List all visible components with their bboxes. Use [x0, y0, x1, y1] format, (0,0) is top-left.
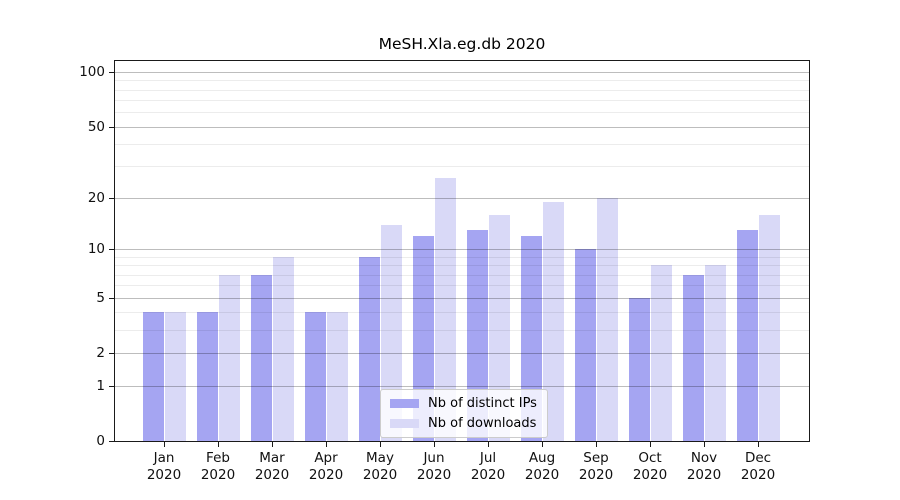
- y-tick-mark-20: [109, 197, 114, 199]
- gridline-major-10: [115, 249, 809, 251]
- y-tick-mark-10: [109, 249, 114, 251]
- x-tick-label-may: May 2020: [362, 450, 398, 483]
- x-tick-label-feb: Feb 2020: [200, 450, 236, 483]
- gridline-minor-9: [115, 256, 809, 258]
- x-tick-label-aug: Aug 2020: [524, 450, 560, 483]
- legend-swatch-distinct-ips: [390, 399, 419, 408]
- gridline-major-20: [115, 197, 809, 199]
- legend-swatch-downloads: [390, 419, 419, 428]
- gridline-minor-40: [115, 144, 809, 146]
- gridline-major-50: [115, 126, 809, 128]
- bar-downloads-mar: [272, 256, 294, 441]
- legend-row-downloads: Nb of downloads: [390, 416, 537, 431]
- bar-downloads-feb: [218, 274, 240, 441]
- bar-downloads-apr: [326, 312, 348, 441]
- bar-downloads-sep: [596, 197, 618, 441]
- bar-distinct-ips-feb: [196, 312, 218, 441]
- x-tick-mark-jan: [164, 442, 165, 447]
- y-tick-mark-50: [109, 126, 114, 128]
- x-tick-mark-aug: [542, 442, 543, 447]
- x-tick-label-sep: Sep 2020: [578, 450, 614, 483]
- chart-title: MeSH.Xla.eg.db 2020: [378, 35, 546, 53]
- x-tick-mark-dec: [758, 442, 759, 447]
- gridline-minor-90: [115, 80, 809, 82]
- legend-label-downloads: Nb of downloads: [428, 416, 537, 431]
- bar-distinct-ips-nov: [682, 274, 704, 441]
- x-tick-label-jul: Jul 2020: [470, 450, 506, 483]
- x-tick-mark-sep: [596, 442, 597, 447]
- y-tick-mark-0: [109, 441, 114, 442]
- gridline-minor-60: [115, 112, 809, 114]
- x-tick-label-apr: Apr 2020: [308, 450, 344, 483]
- x-tick-label-oct: Oct 2020: [632, 450, 668, 483]
- y-tick-label-2: 2: [96, 345, 105, 362]
- x-tick-mark-may: [380, 442, 381, 447]
- plot-area: [114, 60, 810, 442]
- y-tick-mark-1: [109, 385, 114, 387]
- y-tick-mark-100: [109, 72, 114, 74]
- bar-distinct-ips-mar: [250, 274, 272, 441]
- bar-distinct-ips-may: [358, 256, 380, 441]
- gridline-major-100: [115, 72, 809, 74]
- y-tick-label-1: 1: [96, 377, 105, 394]
- y-tick-label-100: 100: [79, 64, 105, 81]
- y-tick-mark-5: [109, 297, 114, 299]
- legend-row-distinct-ips: Nb of distinct IPs: [390, 396, 537, 411]
- bar-distinct-ips-jan: [142, 312, 164, 441]
- y-tick-label-10: 10: [87, 241, 105, 258]
- legend: Nb of distinct IPs Nb of downloads: [380, 389, 548, 438]
- x-tick-label-nov: Nov 2020: [686, 450, 722, 483]
- y-tick-label-20: 20: [87, 189, 105, 206]
- x-tick-label-jan: Jan 2020: [146, 450, 182, 483]
- bar-downloads-jan: [164, 312, 186, 441]
- bar-distinct-ips-dec: [736, 230, 758, 441]
- bar-downloads-jun: [434, 177, 456, 441]
- x-tick-mark-mar: [272, 442, 273, 447]
- y-tick-label-5: 5: [96, 289, 105, 306]
- bar-downloads-may: [380, 224, 402, 441]
- bar-downloads-nov: [704, 265, 726, 441]
- bar-downloads-aug: [542, 201, 564, 441]
- bar-distinct-ips-oct: [628, 297, 650, 441]
- bar-distinct-ips-jul: [466, 230, 488, 441]
- gridline-minor-80: [115, 89, 809, 91]
- bar-downloads-oct: [650, 265, 672, 441]
- y-tick-mark-2: [109, 353, 114, 355]
- x-tick-label-mar: Mar 2020: [254, 450, 290, 483]
- bar-distinct-ips-sep: [574, 249, 596, 441]
- x-tick-mark-jun: [434, 442, 435, 447]
- gridline-minor-70: [115, 100, 809, 102]
- x-tick-mark-apr: [326, 442, 327, 447]
- gridline-minor-30: [115, 166, 809, 168]
- x-tick-mark-jul: [488, 442, 489, 447]
- bar-downloads-jul: [488, 214, 510, 441]
- y-tick-label-0: 0: [96, 433, 105, 449]
- x-tick-label-dec: Dec 2020: [740, 450, 776, 483]
- bar-downloads-dec: [758, 214, 780, 441]
- x-tick-mark-oct: [650, 442, 651, 447]
- bar-distinct-ips-apr: [304, 312, 326, 441]
- y-tick-label-50: 50: [87, 118, 105, 135]
- x-tick-mark-feb: [218, 442, 219, 447]
- legend-label-distinct-ips: Nb of distinct IPs: [428, 396, 537, 411]
- x-tick-mark-nov: [704, 442, 705, 447]
- x-tick-label-jun: Jun 2020: [416, 450, 452, 483]
